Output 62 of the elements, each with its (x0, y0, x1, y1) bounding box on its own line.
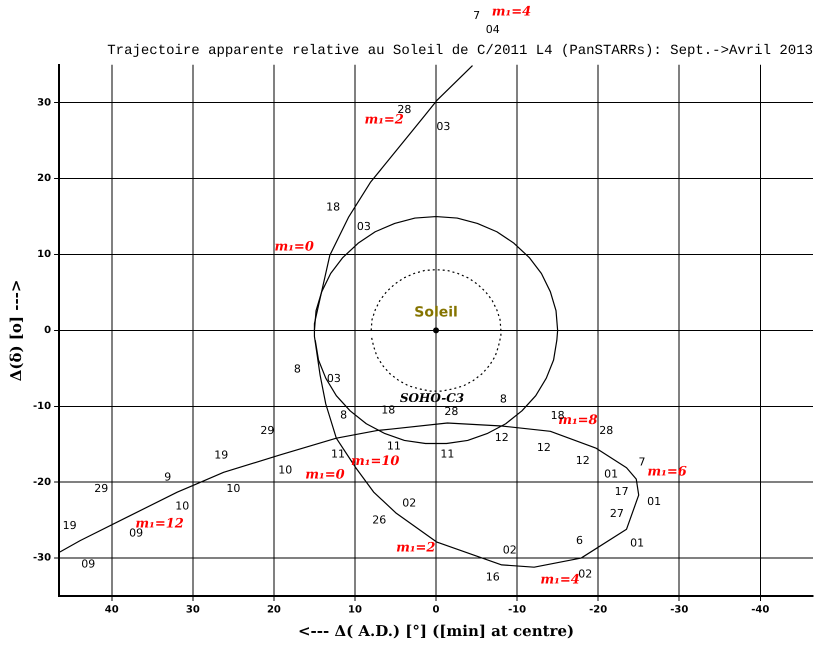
annotation: 02 (502, 543, 517, 556)
x-tick-label: -30 (670, 604, 688, 616)
annotation: 03 (326, 372, 341, 385)
y-tick-label: 10 (37, 249, 52, 260)
annotation: 8 (340, 408, 348, 422)
annotation: 18 (326, 200, 340, 214)
annotation: m₁=0 (305, 468, 345, 483)
annotation: 8 (500, 392, 507, 406)
annotation: 27 (610, 506, 624, 520)
annotation: 01 (604, 467, 618, 480)
x-tick-label: 30 (186, 604, 200, 616)
annotation: 03 (356, 220, 371, 234)
y-tick-label: -20 (32, 476, 52, 488)
annotation: 12 (536, 440, 551, 454)
annotation: 11 (386, 439, 401, 452)
annotation: 02 (402, 496, 416, 510)
y-tick-label: 20 (37, 173, 52, 184)
annotation: 11 (330, 448, 345, 461)
annotation: m₁=4 (540, 572, 580, 588)
x-tick-label: 10 (348, 604, 362, 616)
annotation: 17 (614, 484, 629, 498)
y-tick-label: 30 (37, 97, 52, 108)
y-axis-title: Δ(δ) [o] ---> (6, 280, 25, 382)
annotation: 12 (494, 431, 509, 444)
annotation: m₁=0 (274, 239, 314, 254)
text: m₁=4 (492, 4, 532, 20)
annotation: 10 (278, 464, 292, 477)
annotation: 8 (294, 362, 301, 376)
annotation: 28 (599, 424, 614, 438)
annotation: 03 (436, 120, 450, 133)
annotation: m₁=2 (396, 540, 436, 556)
y-tick-label: 0 (44, 324, 52, 336)
annotation: 9 (164, 470, 172, 484)
text: 7 (473, 8, 480, 22)
annotation: 10 (226, 482, 240, 495)
x-axis-title: <--- Δ( A.D.) [°] ([min] at centre) (298, 622, 574, 640)
annotation: 10 (175, 499, 190, 512)
annotation: 29 (260, 424, 274, 438)
x-tick-label: 40 (104, 604, 119, 616)
annotation: 12 (576, 454, 590, 467)
annotation: 16 (486, 570, 500, 584)
annotation: 11 (440, 448, 454, 461)
annotation: 28 (444, 405, 458, 418)
text: 04 (486, 22, 500, 36)
x-tick-label: 0 (432, 604, 440, 616)
annotation: 29 (94, 482, 108, 495)
annotation: 26 (372, 514, 386, 527)
annotation: 01 (647, 494, 662, 508)
annotation: 19 (62, 519, 77, 532)
x-tick-label: 20 (266, 604, 281, 616)
y-tick-label: -10 (32, 400, 52, 412)
annotation: 02 (578, 568, 592, 581)
y-tick-label: -30 (32, 552, 52, 564)
x-tick-label: -20 (589, 604, 608, 616)
x-tick-label: -10 (508, 604, 526, 616)
chart-title: Trajectoire apparente relative au Soleil de C/2011 L4 (PanSTARRs): Sept.->Avril 2013 (107, 43, 813, 60)
annotation: 01 (630, 536, 644, 550)
annotation: 7 (638, 455, 646, 468)
annotation: 19 (214, 448, 228, 462)
x-tick-label: -40 (751, 604, 770, 616)
annotation: 09 (81, 558, 96, 571)
annotation: 6 (576, 534, 584, 548)
